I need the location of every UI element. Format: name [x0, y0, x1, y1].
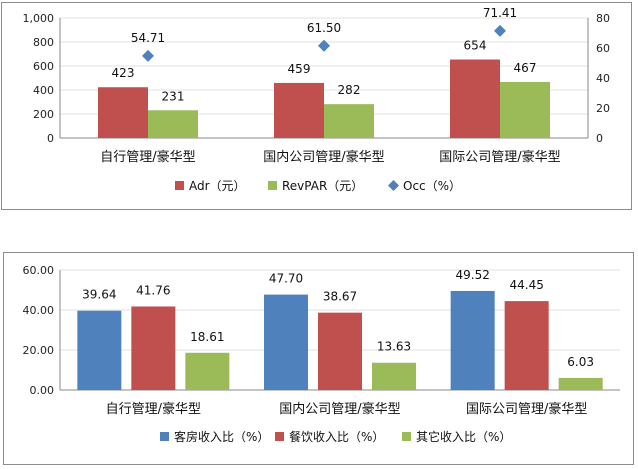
chart1-occ-points: 54.71 61.50 71.41	[131, 6, 517, 62]
chart2-bar	[450, 290, 495, 390]
chart1-legend-label: RevPAR（元）	[282, 179, 363, 193]
chart2-bar-value-label: 44.45	[509, 278, 543, 292]
chart2-bar-value-label: 13.63	[377, 340, 411, 354]
chart2-legend: 客房收入比（%） 餐饮收入比（%） 其它收入比（%）	[160, 429, 511, 444]
chart2-bar	[372, 362, 416, 390]
chart2-bar-value-label: 41.76	[136, 283, 170, 297]
chart1-occ-value-label: 61.50	[307, 21, 341, 35]
chart2-bar-value-label: 18.61	[190, 330, 224, 344]
chart1-y-tick-label: 200	[33, 108, 54, 121]
chart2-category-label: 国内公司管理/豪华型	[279, 401, 400, 417]
chart1-y2-tick-label: 80	[596, 12, 610, 25]
chart2-legend-label: 其它收入比（%）	[416, 429, 511, 444]
chart2-categories: 自行管理/豪华型 国内公司管理/豪华型 国际公司管理/豪华型	[106, 401, 588, 417]
chart1-bar	[274, 82, 324, 138]
chart2-bar	[558, 377, 603, 390]
chart2-bar-value-label: 39.64	[82, 288, 116, 302]
chart2-bar-value-label: 47.70	[269, 272, 303, 286]
chart1-occ-point	[142, 49, 154, 62]
chart2-bars: 39.64 41.76 18.61 47.70 38.67 13.63 49.52 44.45…	[77, 268, 603, 390]
chart2-legend-label: 客房收入比（%）	[174, 429, 269, 444]
chart1-category-label: 国际公司管理/豪华型	[439, 149, 560, 165]
chart1-bars: 423 231 459 282 654 467	[98, 39, 550, 138]
chart2-bar	[504, 301, 549, 390]
chart1-bar-value-label: 459	[288, 62, 311, 76]
chart2-category-label: 自行管理/豪华型	[106, 401, 201, 417]
chart2-bar-value-label: 38.67	[323, 290, 357, 304]
chart1-legend: Adr（元） RevPAR（元） Occ（%）	[175, 179, 461, 193]
chart1-bar	[148, 110, 198, 138]
chart2-category-label: 国际公司管理/豪华型	[466, 401, 587, 417]
chart2-legend-swatch	[275, 432, 284, 441]
chart1-legend-label: Occ（%）	[403, 179, 461, 193]
chart2-y-tick-label: 40.00	[23, 304, 55, 317]
chart2-bar	[318, 312, 362, 390]
chart2-y-tick-label: 60.00	[23, 264, 55, 277]
chart1-y-tick-label: 800	[33, 36, 54, 49]
chart1-occ-point	[318, 39, 330, 52]
chart2: 0.00 20.00 40.00 60.00 39.64 41.76 18.61 47.70…	[23, 264, 620, 444]
chart1-legend-swatch	[175, 181, 184, 190]
chart2-y-tick-label: 20.00	[23, 344, 55, 357]
chart1-bar-value-label: 231	[162, 89, 185, 103]
chart2-bar-value-label: 6.03	[567, 355, 594, 369]
chart1-bar	[450, 59, 500, 138]
chart2-legend-swatch	[402, 432, 411, 441]
chart1-bar	[500, 81, 550, 138]
chart1-categories: 自行管理/豪华型 国内公司管理/豪华型 国际公司管理/豪华型	[100, 149, 560, 165]
chart2-y-ticks: 0.00 20.00 40.00 60.00	[23, 264, 55, 397]
chart2-bar	[185, 352, 230, 390]
chart1-bar-value-label: 467	[514, 61, 537, 75]
chart1-y2-tick-label: 20	[596, 102, 610, 115]
chart1-bar	[98, 87, 148, 138]
chart1-occ-value-label: 54.71	[131, 31, 165, 45]
chart1-y-tick-label: 600	[33, 60, 54, 73]
chart1-legend-marker	[388, 180, 399, 191]
chart1-bar	[324, 104, 374, 138]
chart1: 0 200 400 600 800 1,000 0 20 40 60 80 423 231 459 28…	[23, 6, 611, 193]
chart1-y2-ticks: 0 20 40 60 80	[596, 12, 610, 145]
chart1-legend-swatch	[268, 181, 277, 190]
chart1-y2-tick-label: 40	[596, 72, 610, 85]
chart1-bar-value-label: 423	[112, 66, 135, 80]
chart2-bar-value-label: 49.52	[455, 268, 489, 282]
chart2-y-tick-label: 0.00	[30, 384, 55, 397]
chart1-category-label: 国内公司管理/豪华型	[263, 149, 384, 165]
chart2-legend-swatch	[160, 432, 169, 441]
chart1-category-label: 自行管理/豪华型	[100, 149, 195, 165]
chart1-y-ticks: 0 200 400 600 800 1,000	[23, 12, 55, 145]
chart1-legend-label: Adr（元）	[189, 179, 246, 193]
chart1-bar-value-label: 282	[338, 83, 361, 97]
chart1-y2-tick-label: 60	[596, 42, 610, 55]
chart1-bar-value-label: 654	[464, 39, 487, 53]
chart2-legend-label: 餐饮收入比（%）	[289, 429, 384, 444]
chart2-bar	[77, 310, 122, 390]
chart1-y-tick-label: 1,000	[23, 12, 55, 25]
chart2-bar	[264, 294, 308, 390]
chart1-y-tick-label: 0	[47, 132, 54, 145]
chart1-y-tick-label: 400	[33, 84, 54, 97]
chart1-occ-value-label: 71.41	[483, 6, 517, 20]
chart1-occ-point	[494, 24, 506, 37]
chart2-bar	[131, 306, 176, 390]
chart1-y2-tick-label: 0	[596, 132, 603, 145]
